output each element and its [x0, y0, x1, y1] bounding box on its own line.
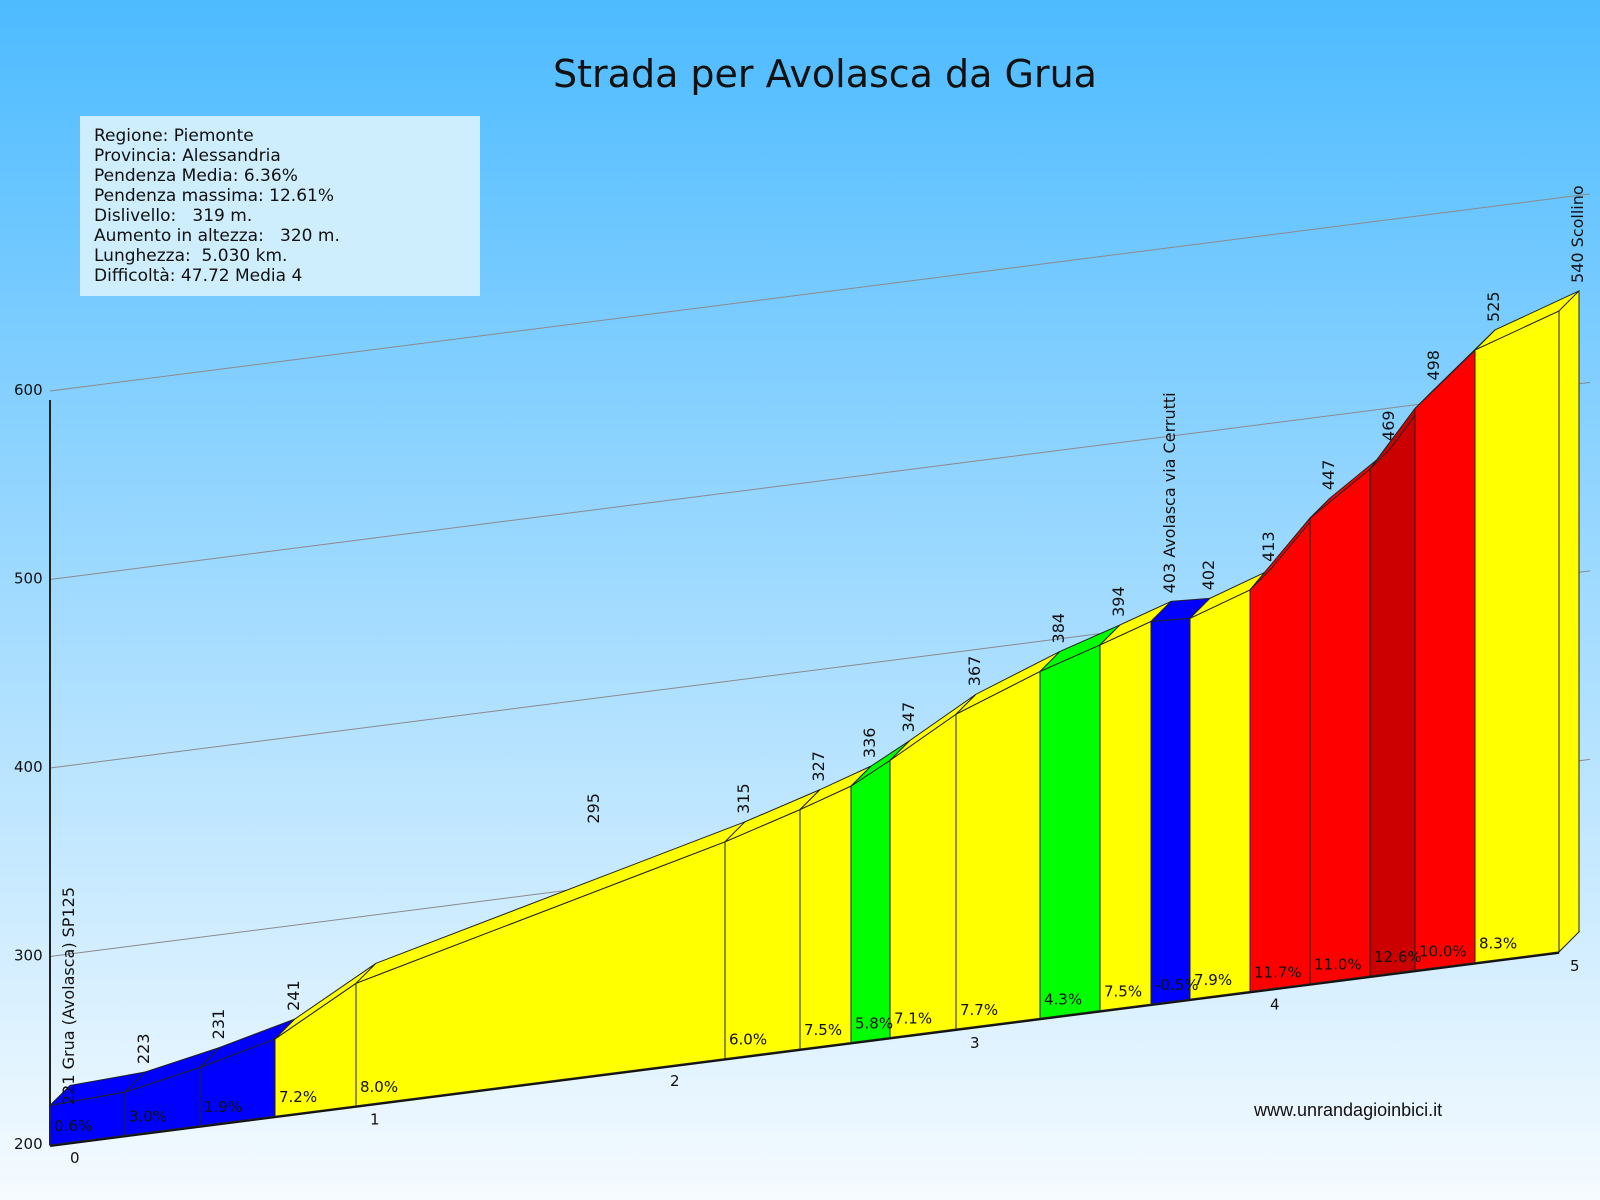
- grade-label: 10.0%: [1419, 942, 1467, 960]
- segment-front: [1414, 348, 1476, 971]
- segment-front: [799, 785, 852, 1050]
- x-tick-label: 3: [970, 1034, 980, 1052]
- segment-front: [1309, 467, 1371, 985]
- elevation-label: 347: [899, 702, 918, 733]
- grade-label: 6.0%: [729, 1031, 767, 1049]
- grade-label: 12.6%: [1374, 948, 1422, 966]
- segment-front: [1039, 644, 1101, 1019]
- segment-front: [1189, 589, 1251, 1000]
- segment-front: [889, 713, 957, 1039]
- grade-label: 7.2%: [279, 1088, 317, 1106]
- y-tick-label: 400: [14, 758, 43, 776]
- grade-label: 7.5%: [804, 1021, 842, 1039]
- info-elevation-gain: Aumento in altezza: 320 m.: [94, 226, 340, 246]
- elevation-label: 413: [1259, 531, 1278, 562]
- segment-front: [1150, 617, 1191, 1005]
- segment-end-cap: [1558, 289, 1580, 954]
- segment-front: [1474, 310, 1560, 964]
- elevation-label: 327: [809, 751, 828, 782]
- elevation-label: 223: [134, 1033, 153, 1064]
- elevation-label: 540 Scollino: [1568, 185, 1587, 283]
- info-province: Provincia: Alessandria: [94, 146, 281, 166]
- elevation-label: 402: [1199, 560, 1218, 591]
- segment-front: [1249, 516, 1311, 992]
- elevation-label: 394: [1109, 586, 1128, 617]
- y-tick-label: 500: [14, 570, 43, 588]
- grade-label: 3.0%: [129, 1107, 167, 1125]
- elevation-label: 295: [584, 793, 603, 824]
- elevation-label: 525: [1484, 291, 1503, 322]
- elevation-label: 367: [965, 656, 984, 687]
- info-elevation-difference: Dislivello: 319 m.: [94, 206, 253, 226]
- grade-label: 7.5%: [1104, 983, 1142, 1001]
- info-length: Lunghezza: 5.030 km.: [94, 246, 288, 266]
- grade-label: -0.5%: [1155, 976, 1199, 994]
- info-difficulty: Difficoltà: 47.72 Media 4: [94, 266, 303, 286]
- grade-label: 11.0%: [1314, 956, 1362, 974]
- x-tick-label: 1: [370, 1111, 380, 1129]
- x-tick-label: 5: [1570, 957, 1580, 975]
- grade-label: 1.9%: [204, 1098, 242, 1116]
- segment-front: [724, 808, 801, 1060]
- segment-front: [850, 759, 891, 1044]
- elevation-label: 384: [1049, 613, 1068, 644]
- elevation-label: 231: [209, 1009, 228, 1040]
- segment-front: [1369, 407, 1416, 977]
- gridline: [49, 193, 1591, 392]
- info-box: Regione: Piemonte Provincia: Alessandria…: [80, 116, 480, 296]
- grade-label: 11.7%: [1254, 963, 1302, 981]
- y-tick-label: 200: [14, 1135, 43, 1153]
- elevation-label: 336: [860, 728, 879, 759]
- grade-label: 5.8%: [855, 1014, 893, 1032]
- website-link[interactable]: www.unrandagioinbici.it: [1254, 1100, 1443, 1120]
- x-tick-label: 4: [1270, 995, 1280, 1013]
- info-average-grade: Pendenza Media: 6.36%: [94, 166, 298, 186]
- elevation-label: 221 Grua (Avolasca) SP125: [59, 887, 78, 1105]
- grade-label: 0.6%: [54, 1117, 92, 1135]
- elevation-label: 498: [1424, 350, 1443, 381]
- segment-front: [1099, 620, 1152, 1012]
- elevation-label: 241: [284, 980, 303, 1011]
- grade-label: 7.9%: [1194, 971, 1232, 989]
- gridline: [49, 381, 1591, 580]
- segment-front: [955, 670, 1041, 1030]
- elevation-label: 447: [1319, 460, 1338, 491]
- elevation-label: 315: [734, 783, 753, 814]
- info-max-grade: Pendenza massima: 12.61%: [94, 186, 334, 206]
- elevation-label: 403 Avolasca via Cerrutti: [1160, 392, 1179, 593]
- elevation-label: 469: [1379, 410, 1398, 441]
- chart-title: Strada per Avolasca da Grua: [553, 52, 1097, 96]
- y-tick-label: 300: [14, 947, 43, 965]
- y-tick-label: 600: [14, 381, 43, 399]
- grade-label: 8.0%: [360, 1078, 398, 1096]
- x-tick-label: 0: [70, 1149, 80, 1167]
- x-tick-label: 2: [670, 1072, 680, 1090]
- grade-label: 7.7%: [960, 1001, 998, 1019]
- grade-label: 8.3%: [1479, 935, 1517, 953]
- info-region: Regione: Piemonte: [94, 126, 254, 146]
- grade-label: 4.3%: [1044, 990, 1082, 1008]
- grade-label: 7.1%: [894, 1009, 932, 1027]
